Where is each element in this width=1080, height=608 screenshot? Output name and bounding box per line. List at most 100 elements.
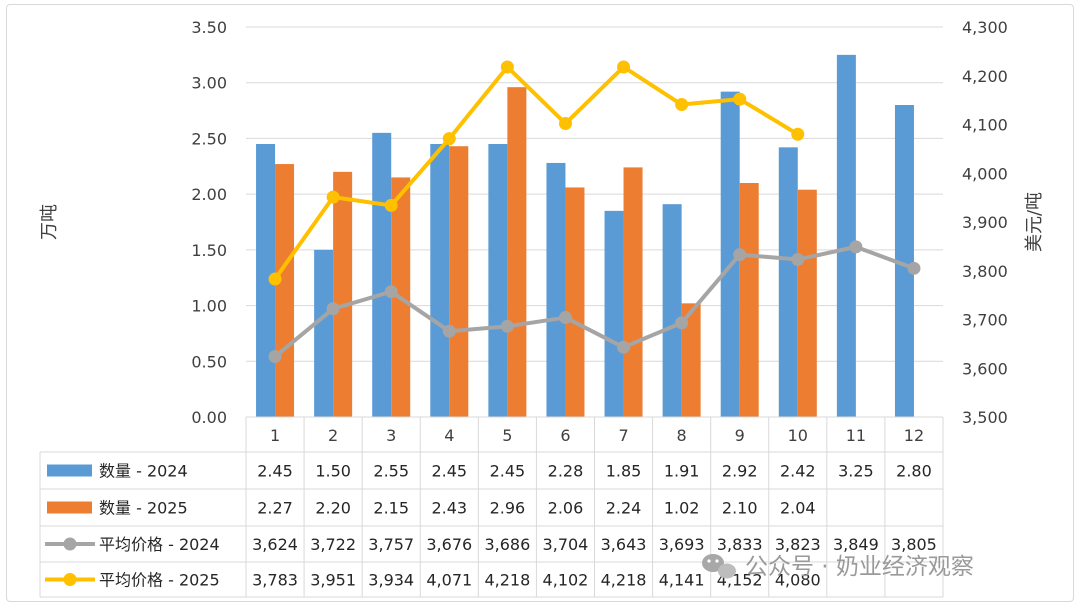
line-point bbox=[675, 98, 689, 112]
data-label: 3.25 bbox=[838, 462, 874, 481]
left-tick-label: 3.00 bbox=[191, 74, 227, 93]
line-series-price-2025 bbox=[273, 64, 799, 281]
x-tick-label: 5 bbox=[502, 426, 512, 445]
legend-key-marker bbox=[63, 537, 77, 551]
legend-label: 数量 - 2025 bbox=[99, 499, 188, 518]
bar-2025 bbox=[739, 183, 759, 417]
data-label: 2.24 bbox=[606, 499, 642, 518]
data-label: 2.45 bbox=[431, 462, 467, 481]
bar-2024 bbox=[894, 105, 914, 417]
right-tick-label: 3,500 bbox=[962, 408, 1008, 427]
bar-2024 bbox=[778, 147, 798, 418]
watermark: 公众号 · 奶业经济观察 bbox=[702, 554, 974, 580]
bar-2024 bbox=[488, 144, 508, 417]
x-tick-label: 3 bbox=[386, 426, 396, 445]
line-point bbox=[442, 324, 456, 338]
left-tick-label: 0.00 bbox=[191, 408, 227, 427]
bar-2024 bbox=[546, 162, 566, 417]
x-tick-label: 12 bbox=[904, 426, 924, 445]
data-label: 2.42 bbox=[780, 462, 816, 481]
data-label: 1.50 bbox=[315, 462, 351, 481]
right-tick-label: 4,300 bbox=[962, 18, 1008, 37]
data-label: 2.10 bbox=[722, 499, 758, 518]
right-tick-label: 3,700 bbox=[962, 311, 1008, 330]
data-label: 3,783 bbox=[252, 571, 298, 590]
left-tick-label: 2.00 bbox=[191, 185, 227, 204]
x-tick-label: 4 bbox=[444, 426, 454, 445]
line-point bbox=[791, 253, 805, 267]
legend-label: 数量 - 2024 bbox=[99, 462, 188, 481]
bar-2025 bbox=[623, 167, 643, 417]
data-label: 2.80 bbox=[896, 462, 932, 481]
legend-label: 平均价格 - 2024 bbox=[99, 535, 220, 554]
data-label: 3,722 bbox=[310, 535, 356, 554]
data-label: 2.28 bbox=[548, 462, 584, 481]
right-tick-label: 4,000 bbox=[962, 164, 1008, 183]
right-tick-label: 3,600 bbox=[962, 359, 1008, 378]
bar-2024 bbox=[662, 204, 682, 417]
bar-2024 bbox=[372, 132, 392, 417]
data-label: 3,676 bbox=[426, 535, 472, 554]
data-label: 1.02 bbox=[664, 499, 700, 518]
line-point bbox=[733, 248, 747, 262]
line-point bbox=[791, 127, 805, 141]
data-label: 3,686 bbox=[484, 535, 530, 554]
data-label: 2.45 bbox=[490, 462, 526, 481]
data-label: 2.45 bbox=[257, 462, 293, 481]
legend-key bbox=[47, 501, 92, 514]
line-point bbox=[268, 272, 282, 286]
line-point bbox=[558, 311, 572, 325]
right-axis: 3,500 3,600 3,700 3,800 3,900 4,000 4,100 4,200… bbox=[962, 18, 1008, 427]
left-tick-label: 1.00 bbox=[191, 297, 227, 316]
data-label: 4,218 bbox=[484, 571, 530, 590]
data-label: 3,951 bbox=[310, 571, 356, 590]
data-label: 2.92 bbox=[722, 462, 758, 481]
bar-2025 bbox=[681, 303, 701, 417]
data-label: 2.55 bbox=[373, 462, 409, 481]
left-axis-title: 万吨 bbox=[39, 204, 60, 240]
right-tick-label: 4,100 bbox=[962, 116, 1008, 135]
line-point bbox=[907, 261, 921, 275]
x-tick-label: 9 bbox=[735, 426, 745, 445]
data-label: 4,102 bbox=[543, 571, 589, 590]
data-label: 3,624 bbox=[252, 535, 298, 554]
watermark-text: 公众号 · 奶业经济观察 bbox=[745, 554, 974, 580]
left-tick-label: 2.50 bbox=[191, 129, 227, 148]
x-tick-label: 2 bbox=[328, 426, 338, 445]
bars bbox=[256, 54, 914, 418]
left-tick-label: 1.50 bbox=[191, 241, 227, 260]
data-label: 3,704 bbox=[543, 535, 589, 554]
data-label: 2.96 bbox=[490, 499, 526, 518]
legend-key bbox=[47, 464, 92, 477]
x-tick-label: 11 bbox=[846, 426, 866, 445]
data-label: 2.04 bbox=[780, 499, 816, 518]
data-label: 2.15 bbox=[373, 499, 409, 518]
bar-2025 bbox=[565, 187, 585, 417]
x-tick-label: 6 bbox=[560, 426, 570, 445]
line-series-price-2024 bbox=[273, 244, 915, 359]
right-tick-label: 3,900 bbox=[962, 213, 1008, 232]
line-point bbox=[500, 60, 514, 74]
data-label: 1.85 bbox=[606, 462, 642, 481]
data-label: 3,757 bbox=[368, 535, 414, 554]
data-label: 4,218 bbox=[601, 571, 647, 590]
line-point bbox=[849, 240, 863, 254]
line-point bbox=[326, 302, 340, 316]
data-label: 4,141 bbox=[659, 571, 705, 590]
line-point bbox=[500, 319, 514, 333]
bar-2025 bbox=[797, 189, 817, 417]
line-point bbox=[384, 285, 398, 299]
data-label: 3,934 bbox=[368, 571, 414, 590]
x-tick-label: 1 bbox=[270, 426, 280, 445]
bar-2025 bbox=[449, 146, 469, 417]
line-point bbox=[442, 132, 456, 146]
data-label: 2.20 bbox=[315, 499, 351, 518]
data-label: 2.43 bbox=[431, 499, 467, 518]
left-axis: 0.00 0.50 1.00 1.50 2.00 2.50 3.00 3.50 bbox=[191, 18, 227, 427]
right-tick-label: 3,800 bbox=[962, 262, 1008, 281]
left-tick-label: 0.50 bbox=[191, 352, 227, 371]
data-label: 4,080 bbox=[775, 571, 821, 590]
line-point bbox=[675, 316, 689, 330]
data-label: 1.91 bbox=[664, 462, 700, 481]
